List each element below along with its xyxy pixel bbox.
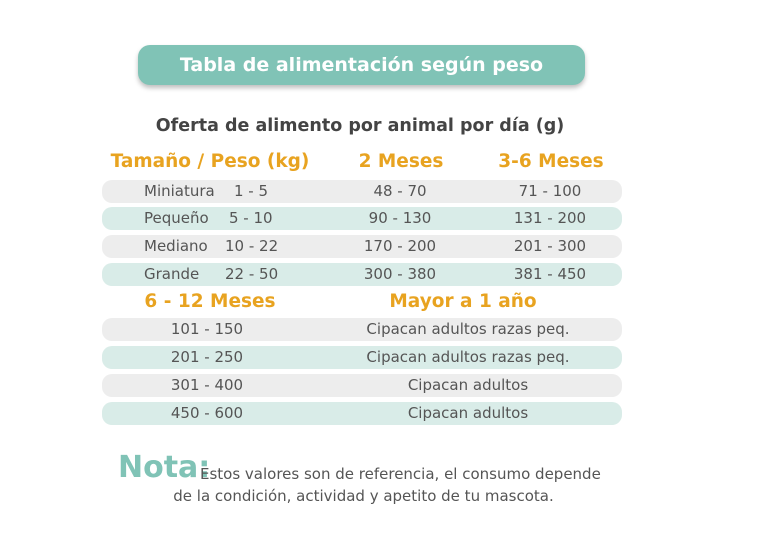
subtitle: Oferta de alimento por animal por día (g… bbox=[155, 116, 565, 136]
weight-cell: 5 - 10 bbox=[229, 209, 273, 227]
adult-food-cell: Cipacan adultos razas peq. bbox=[366, 320, 570, 338]
3-6-months-cell: 131 - 200 bbox=[513, 209, 587, 227]
header-3-6-months: 3-6 Meses bbox=[498, 151, 604, 172]
2-months-cell: 300 - 380 bbox=[363, 265, 437, 283]
table-row: Miniatura 1 - 5 48 - 70 71 - 100 bbox=[102, 180, 622, 203]
2-months-cell: 170 - 200 bbox=[363, 237, 437, 255]
table-row: 450 - 600 Cipacan adultos bbox=[102, 402, 622, 425]
table-row: 301 - 400 Cipacan adultos bbox=[102, 374, 622, 397]
6-12-months-cell: 301 - 400 bbox=[170, 376, 244, 394]
note-text-line2: de la condición, actividad y apetito de … bbox=[173, 487, 554, 505]
3-6-months-cell: 71 - 100 bbox=[518, 182, 582, 200]
weight-cell: 10 - 22 bbox=[225, 237, 279, 255]
adult-food-cell: Cipacan adultos bbox=[407, 404, 529, 422]
2-months-cell: 48 - 70 bbox=[373, 182, 427, 200]
header-size-weight: Tamaño / Peso (kg) bbox=[110, 151, 310, 172]
table-row: Mediano 10 - 22 170 - 200 201 - 300 bbox=[102, 235, 622, 258]
size-cell: Miniatura bbox=[144, 182, 215, 200]
6-12-months-cell: 101 - 150 bbox=[170, 320, 244, 338]
header-over-1-year: Mayor a 1 año bbox=[389, 291, 537, 312]
title-banner: Tabla de alimentación según peso bbox=[138, 45, 585, 85]
table-row: Pequeño 5 - 10 90 - 130 131 - 200 bbox=[102, 207, 622, 230]
table-row: Grande 22 - 50 300 - 380 381 - 450 bbox=[102, 263, 622, 286]
table-row: 101 - 150 Cipacan adultos razas peq. bbox=[102, 318, 622, 341]
note-label: Nota: bbox=[118, 450, 211, 485]
size-cell: Pequeño bbox=[144, 209, 209, 227]
size-cell: Grande bbox=[144, 265, 200, 283]
6-12-months-cell: 201 - 250 bbox=[170, 348, 244, 366]
weight-cell: 1 - 5 bbox=[234, 182, 269, 200]
header-6-12-months: 6 - 12 Meses bbox=[144, 291, 276, 312]
adult-food-cell: Cipacan adultos bbox=[407, 376, 529, 394]
note-text-line1: Estos valores son de referencia, el cons… bbox=[200, 465, 601, 483]
weight-cell: 22 - 50 bbox=[225, 265, 279, 283]
3-6-months-cell: 201 - 300 bbox=[513, 237, 587, 255]
adult-food-cell: Cipacan adultos razas peq. bbox=[366, 348, 570, 366]
2-months-cell: 90 - 130 bbox=[368, 209, 432, 227]
table-row: 201 - 250 Cipacan adultos razas peq. bbox=[102, 346, 622, 369]
3-6-months-cell: 381 - 450 bbox=[513, 265, 587, 283]
6-12-months-cell: 450 - 600 bbox=[170, 404, 244, 422]
size-cell: Mediano bbox=[144, 237, 208, 255]
header-2-months: 2 Meses bbox=[358, 151, 444, 172]
